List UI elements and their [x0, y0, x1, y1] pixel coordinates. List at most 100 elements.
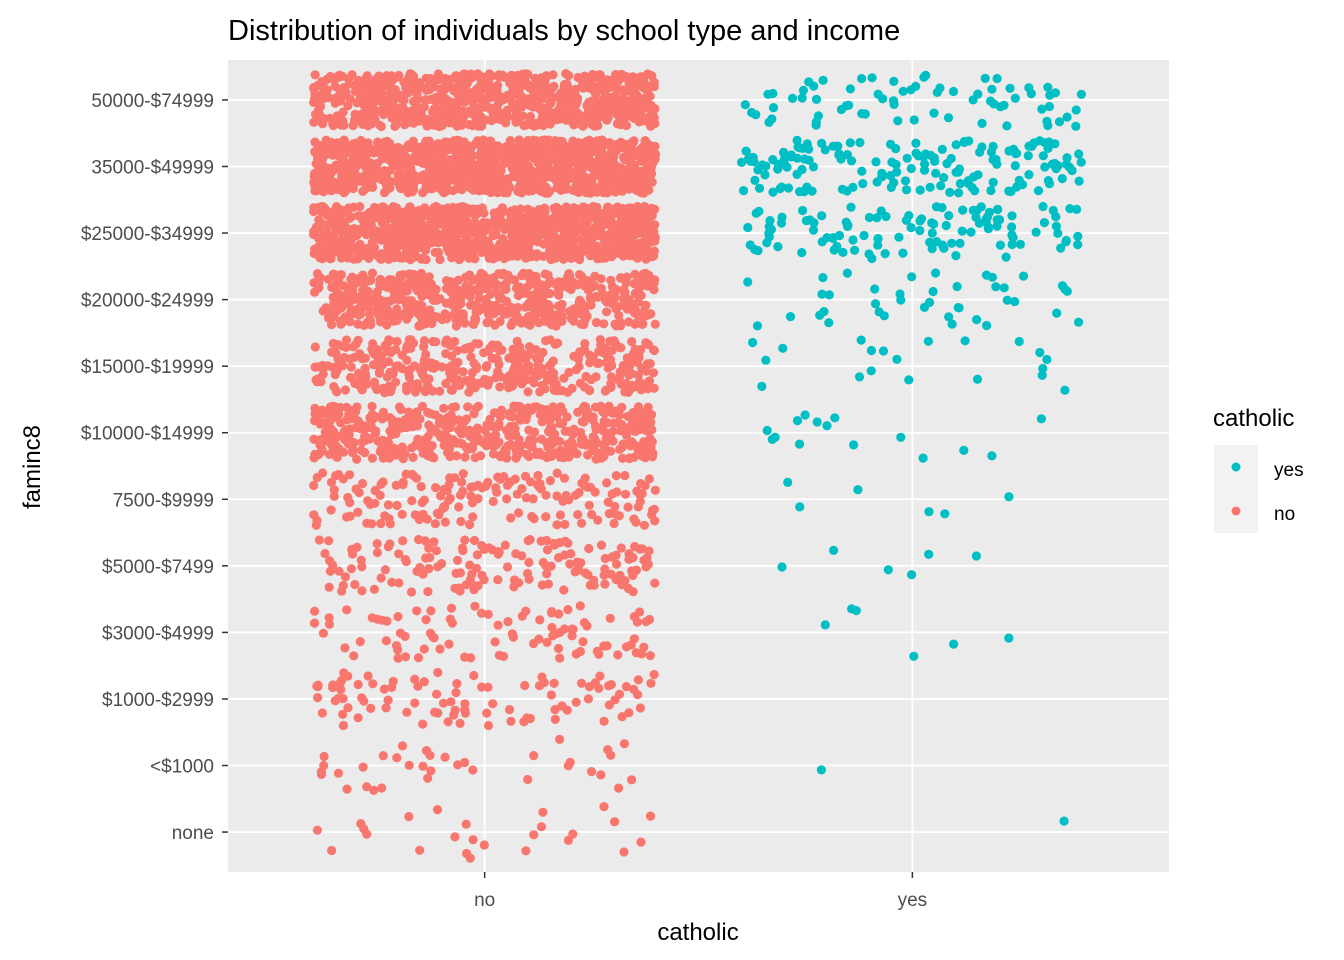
point-no	[493, 367, 503, 377]
point-no	[401, 381, 412, 391]
point-no	[640, 310, 650, 320]
point-no	[555, 653, 565, 663]
point-no	[461, 819, 471, 829]
point-no	[536, 162, 546, 172]
point-no	[470, 453, 480, 463]
point-no	[647, 169, 657, 179]
point-no	[545, 275, 555, 285]
point-no	[605, 613, 615, 624]
point-no	[499, 472, 509, 482]
point-no	[598, 425, 608, 436]
point-no	[536, 536, 546, 546]
point-no	[340, 643, 350, 653]
point-no	[613, 650, 623, 660]
point-no	[401, 170, 411, 180]
point-no	[434, 508, 444, 518]
point-no	[520, 471, 531, 481]
point-no	[522, 449, 532, 459]
point-no	[596, 401, 606, 411]
point-no	[414, 78, 425, 88]
point-no	[417, 401, 428, 411]
point-no	[502, 113, 512, 123]
point-no	[413, 653, 424, 663]
point-no	[427, 238, 437, 248]
point-no	[563, 538, 573, 548]
point-no	[542, 637, 552, 648]
point-no	[471, 361, 482, 372]
point-no	[579, 618, 590, 628]
point-no	[457, 477, 467, 487]
point-no	[362, 829, 372, 839]
point-no	[311, 205, 321, 215]
point-no	[506, 716, 516, 726]
point-no	[445, 412, 455, 422]
point-no	[632, 104, 642, 114]
point-no	[595, 221, 605, 231]
point-no	[537, 417, 547, 427]
point-no	[340, 572, 351, 582]
point-no	[356, 819, 366, 829]
point-no	[635, 703, 646, 713]
point-no	[443, 717, 453, 727]
point-no	[314, 282, 324, 293]
point-no	[460, 757, 470, 768]
point-no	[595, 335, 606, 345]
point-no	[646, 442, 656, 452]
point-no	[309, 480, 319, 491]
point-no	[387, 577, 397, 587]
point-no	[552, 468, 562, 478]
point-no	[618, 143, 628, 153]
point-no	[487, 147, 498, 157]
point-no	[446, 697, 456, 707]
point-no	[329, 491, 339, 501]
point-no	[650, 220, 660, 230]
point-no	[552, 491, 562, 501]
point-no	[392, 316, 402, 326]
point-no	[606, 382, 616, 392]
point-no	[310, 409, 320, 419]
point-no	[401, 417, 411, 427]
point-no	[356, 445, 366, 455]
point-no	[644, 376, 655, 386]
point-no	[482, 708, 492, 718]
point-no	[424, 543, 434, 553]
point-no	[460, 699, 470, 709]
point-no	[334, 566, 344, 576]
point-no	[588, 293, 599, 303]
point-no	[383, 357, 394, 367]
point-no	[594, 170, 604, 180]
point-no	[468, 512, 478, 522]
point-no	[558, 406, 568, 416]
point-no	[368, 348, 378, 358]
point-no	[440, 338, 451, 348]
point-no	[350, 278, 360, 288]
point-no	[552, 520, 562, 530]
point-no	[488, 699, 498, 709]
point-no	[440, 752, 450, 762]
point-no	[500, 306, 511, 316]
point-no	[530, 427, 540, 437]
point-no	[399, 91, 409, 101]
point-no	[543, 371, 554, 381]
point-no	[497, 405, 507, 415]
point-no	[468, 246, 478, 256]
point-no	[361, 435, 371, 445]
point-no	[487, 82, 497, 92]
point-no	[395, 293, 405, 303]
point-no	[445, 473, 455, 483]
point-no	[387, 682, 397, 693]
point-no	[421, 275, 431, 285]
point-no	[408, 105, 418, 115]
point-no	[397, 509, 407, 519]
point-no	[571, 490, 581, 500]
point-no	[385, 519, 395, 529]
point-no	[312, 825, 322, 835]
point-no	[481, 362, 491, 372]
point-no	[451, 71, 461, 81]
point-no	[313, 374, 323, 384]
point-no	[508, 632, 518, 642]
point-no	[500, 540, 510, 550]
point-no	[411, 439, 421, 449]
point-no	[538, 557, 548, 568]
